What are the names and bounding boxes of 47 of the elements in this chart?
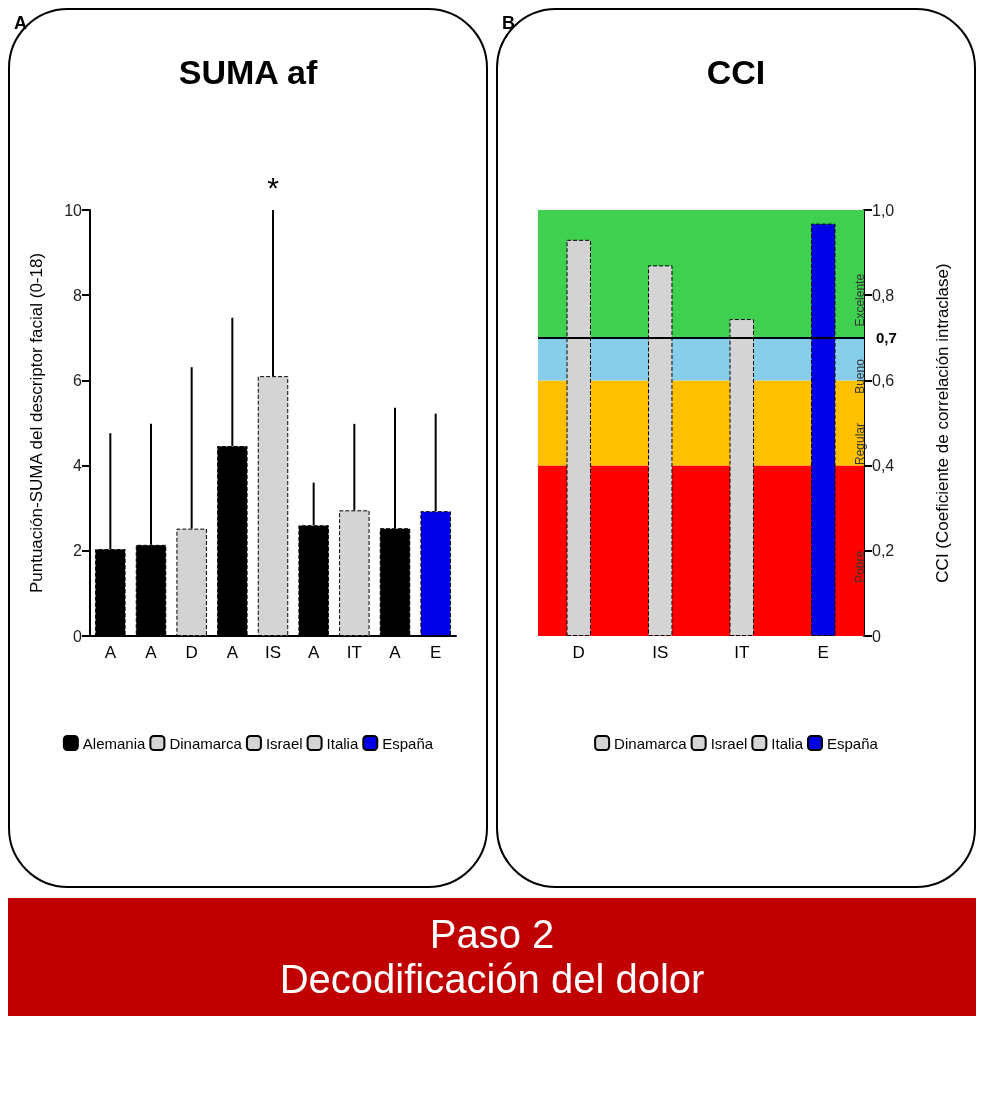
y2-tick-label: 1,0 [872,201,895,219]
legend-label: Alemania [82,734,147,752]
y-tick-label: 8 [73,286,83,304]
y2-tick-label: 0,8 [872,286,895,304]
y2-tick-label: 0,2 [872,542,895,560]
band-label: Regular [853,423,867,466]
x-tick-label: A [104,643,117,662]
x-tick-label: D [572,643,585,662]
x-tick-label: A [389,643,402,662]
y-tick-label: 2 [73,542,83,560]
x-tick-label: A [145,643,158,662]
y2-tick-label: 0,6 [872,371,895,389]
x-tick-label: D [185,643,198,662]
x-tick-label: IS [652,643,669,662]
text: Paso 2 [428,912,556,957]
y-tick-label: 0 [73,627,83,645]
text: Decodificación del dolor [278,957,706,1002]
chart-title: CCI [706,53,766,91]
text: B [502,13,515,33]
band-label: Pobre [853,550,867,583]
x-tick-label: IT [346,643,362,662]
y2-axis-title: CCI (Coeficiente de correlación intraclase) [933,263,952,583]
legend-label: España [382,734,434,752]
y-tick-label: 10 [64,201,83,219]
legend-label: Dinamarca [169,734,243,752]
y-axis-title: Puntuación-SUMA del descriptor facial (0-18) [27,252,46,594]
x-tick-label: A [307,643,320,662]
chart-title: SUMA af [178,53,318,91]
annotation: * [267,170,280,204]
legend-label: Israel [265,734,303,752]
legend-label: España [827,734,879,752]
x-tick-label: IT [734,643,750,662]
x-tick-label: E [817,643,829,662]
x-tick-label: IS [264,643,282,662]
band-label: Excelente [853,273,867,327]
legend-label: Israel [710,734,748,752]
band-label: Bueno [853,358,867,394]
x-tick-label: A [226,643,239,662]
y-tick-label: 4 [73,457,83,475]
y2-tick-label: 0 [872,627,881,645]
legend-label: Italia [771,734,804,752]
y-tick-label: 6 [73,371,83,389]
ref-line-label: 0,7 [876,329,897,347]
legend-label: Dinamarca [614,734,688,752]
legend-label: Italia [326,734,359,752]
y2-tick-label: 0,4 [872,457,895,475]
x-tick-label: E [429,643,442,662]
